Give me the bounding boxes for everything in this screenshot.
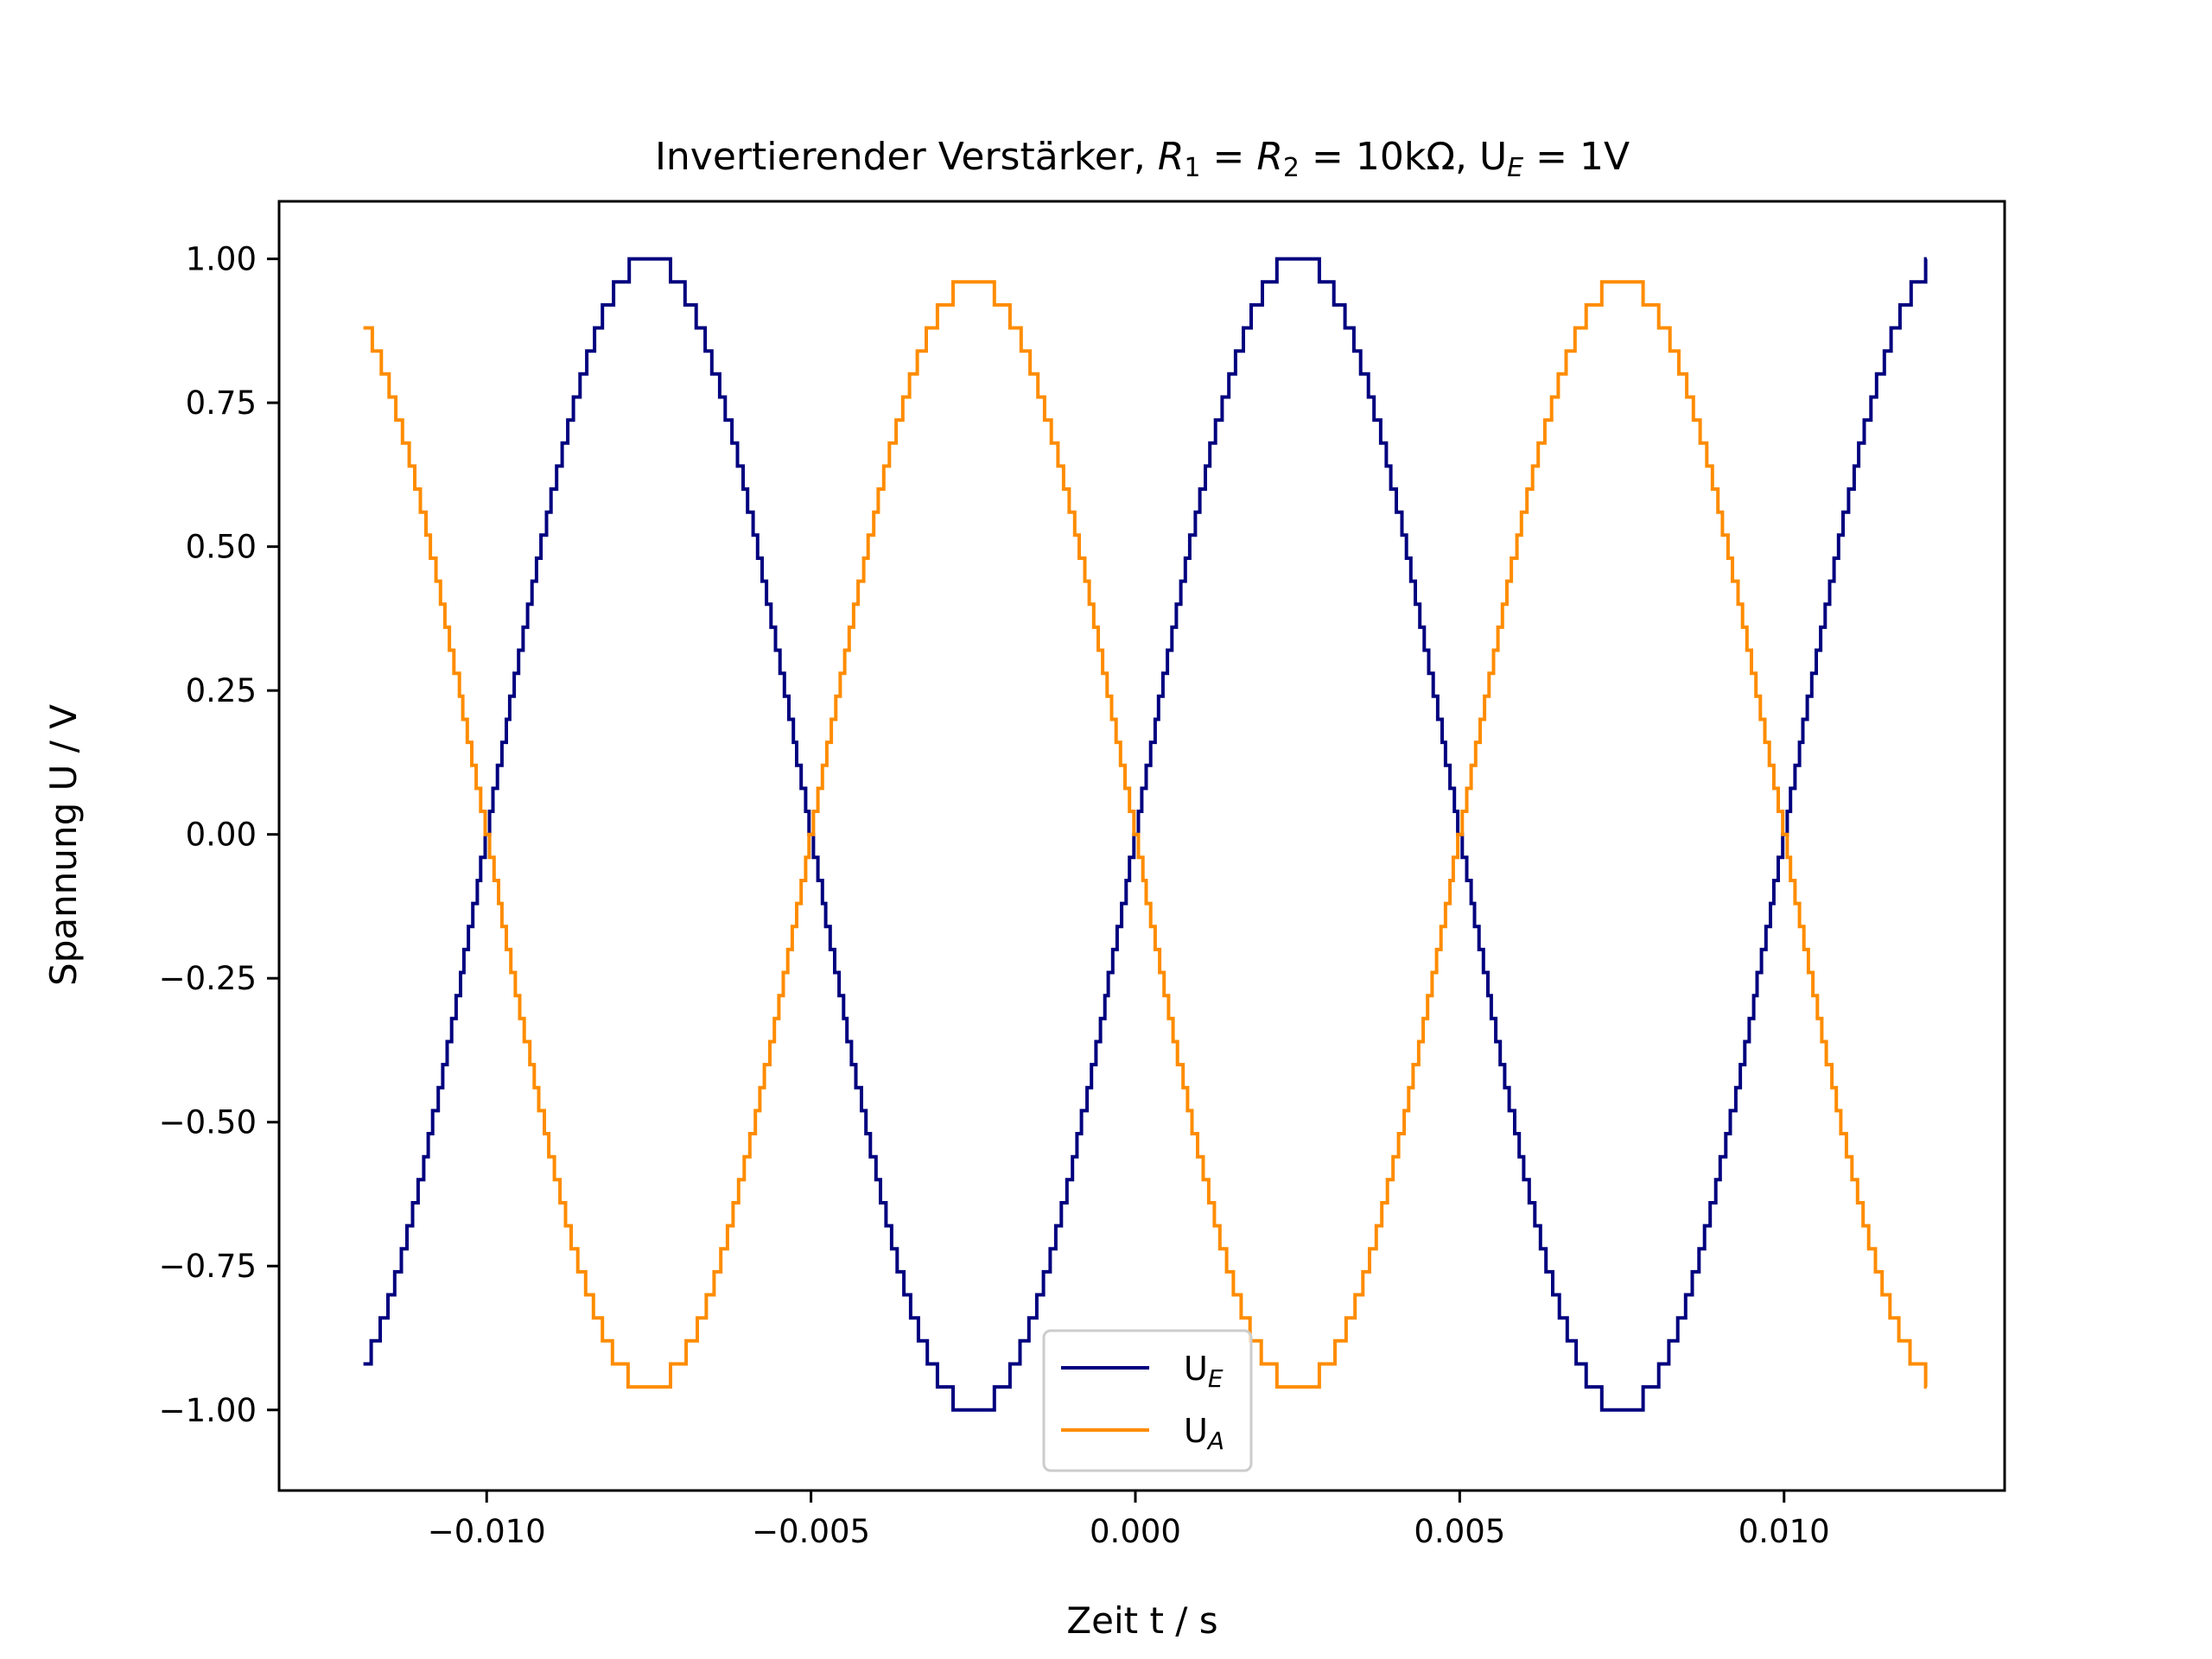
y-tick-label: −0.75	[159, 1248, 257, 1285]
legend-ua-sub: A	[1206, 1427, 1224, 1455]
title-r2: R	[1256, 135, 1283, 179]
series-line-ua	[363, 280, 1928, 1389]
title-sep: ,	[1455, 135, 1479, 179]
y-tick-label: −0.25	[159, 960, 257, 997]
x-axis: −0.010 −0.005 0.000 0.005 0.010	[428, 1491, 1830, 1550]
legend-label-ue: UE	[1184, 1350, 1224, 1393]
y-tick-label: 0.50	[186, 529, 257, 566]
title-r1-sub: 1	[1184, 153, 1200, 183]
y-tick-label: 0.25	[186, 672, 257, 709]
x-tick-label: 0.005	[1414, 1513, 1505, 1550]
series-line-ue	[363, 257, 1928, 1412]
plot-frame	[277, 200, 2006, 1492]
y-tick-label: 0.75	[186, 385, 257, 422]
x-tick-label: −0.005	[752, 1513, 870, 1550]
legend-ue-name: U	[1184, 1350, 1208, 1388]
x-tick-label: −0.010	[428, 1513, 546, 1550]
title-eq1: =	[1201, 135, 1257, 179]
y-tick-label: −0.50	[159, 1104, 257, 1141]
x-tick-label: 0.010	[1738, 1513, 1830, 1550]
series-layer	[363, 257, 1928, 1412]
title-ue-sub: E	[1507, 153, 1523, 183]
title-r2-sub: 2	[1283, 153, 1300, 183]
chart-title: Invertierender Verstärker, R1 = R2 = 10k…	[655, 135, 1630, 183]
title-ue: U	[1479, 135, 1507, 179]
legend-ua-name: U	[1184, 1412, 1208, 1450]
title-r1: R	[1158, 135, 1185, 179]
legend-box	[1042, 1329, 1253, 1472]
y-axis-label: Spannung U / V	[42, 704, 85, 986]
legend-ue-sub: E	[1208, 1364, 1224, 1393]
y-tick-label: 0.00	[186, 817, 257, 854]
x-axis-label: Zeit t / s	[1066, 1599, 1217, 1642]
x-tick-label: 0.000	[1090, 1513, 1181, 1550]
y-tick-label: 1.00	[186, 241, 257, 278]
title-prefix: Invertierender Verstärker,	[655, 135, 1158, 179]
y-axis: 1.00 0.75 0.50 0.25 0.00 −0.25 −0.50 −0.75 −1.00	[159, 241, 279, 1429]
legend: UE UA	[1042, 1329, 1253, 1472]
title-eq2: =	[1300, 135, 1356, 179]
title-value: 10kΩ	[1356, 135, 1455, 179]
y-tick-label: −1.00	[159, 1392, 257, 1429]
legend-label-ua: UA	[1184, 1412, 1224, 1455]
title-ue-value: = 1V	[1523, 135, 1630, 179]
